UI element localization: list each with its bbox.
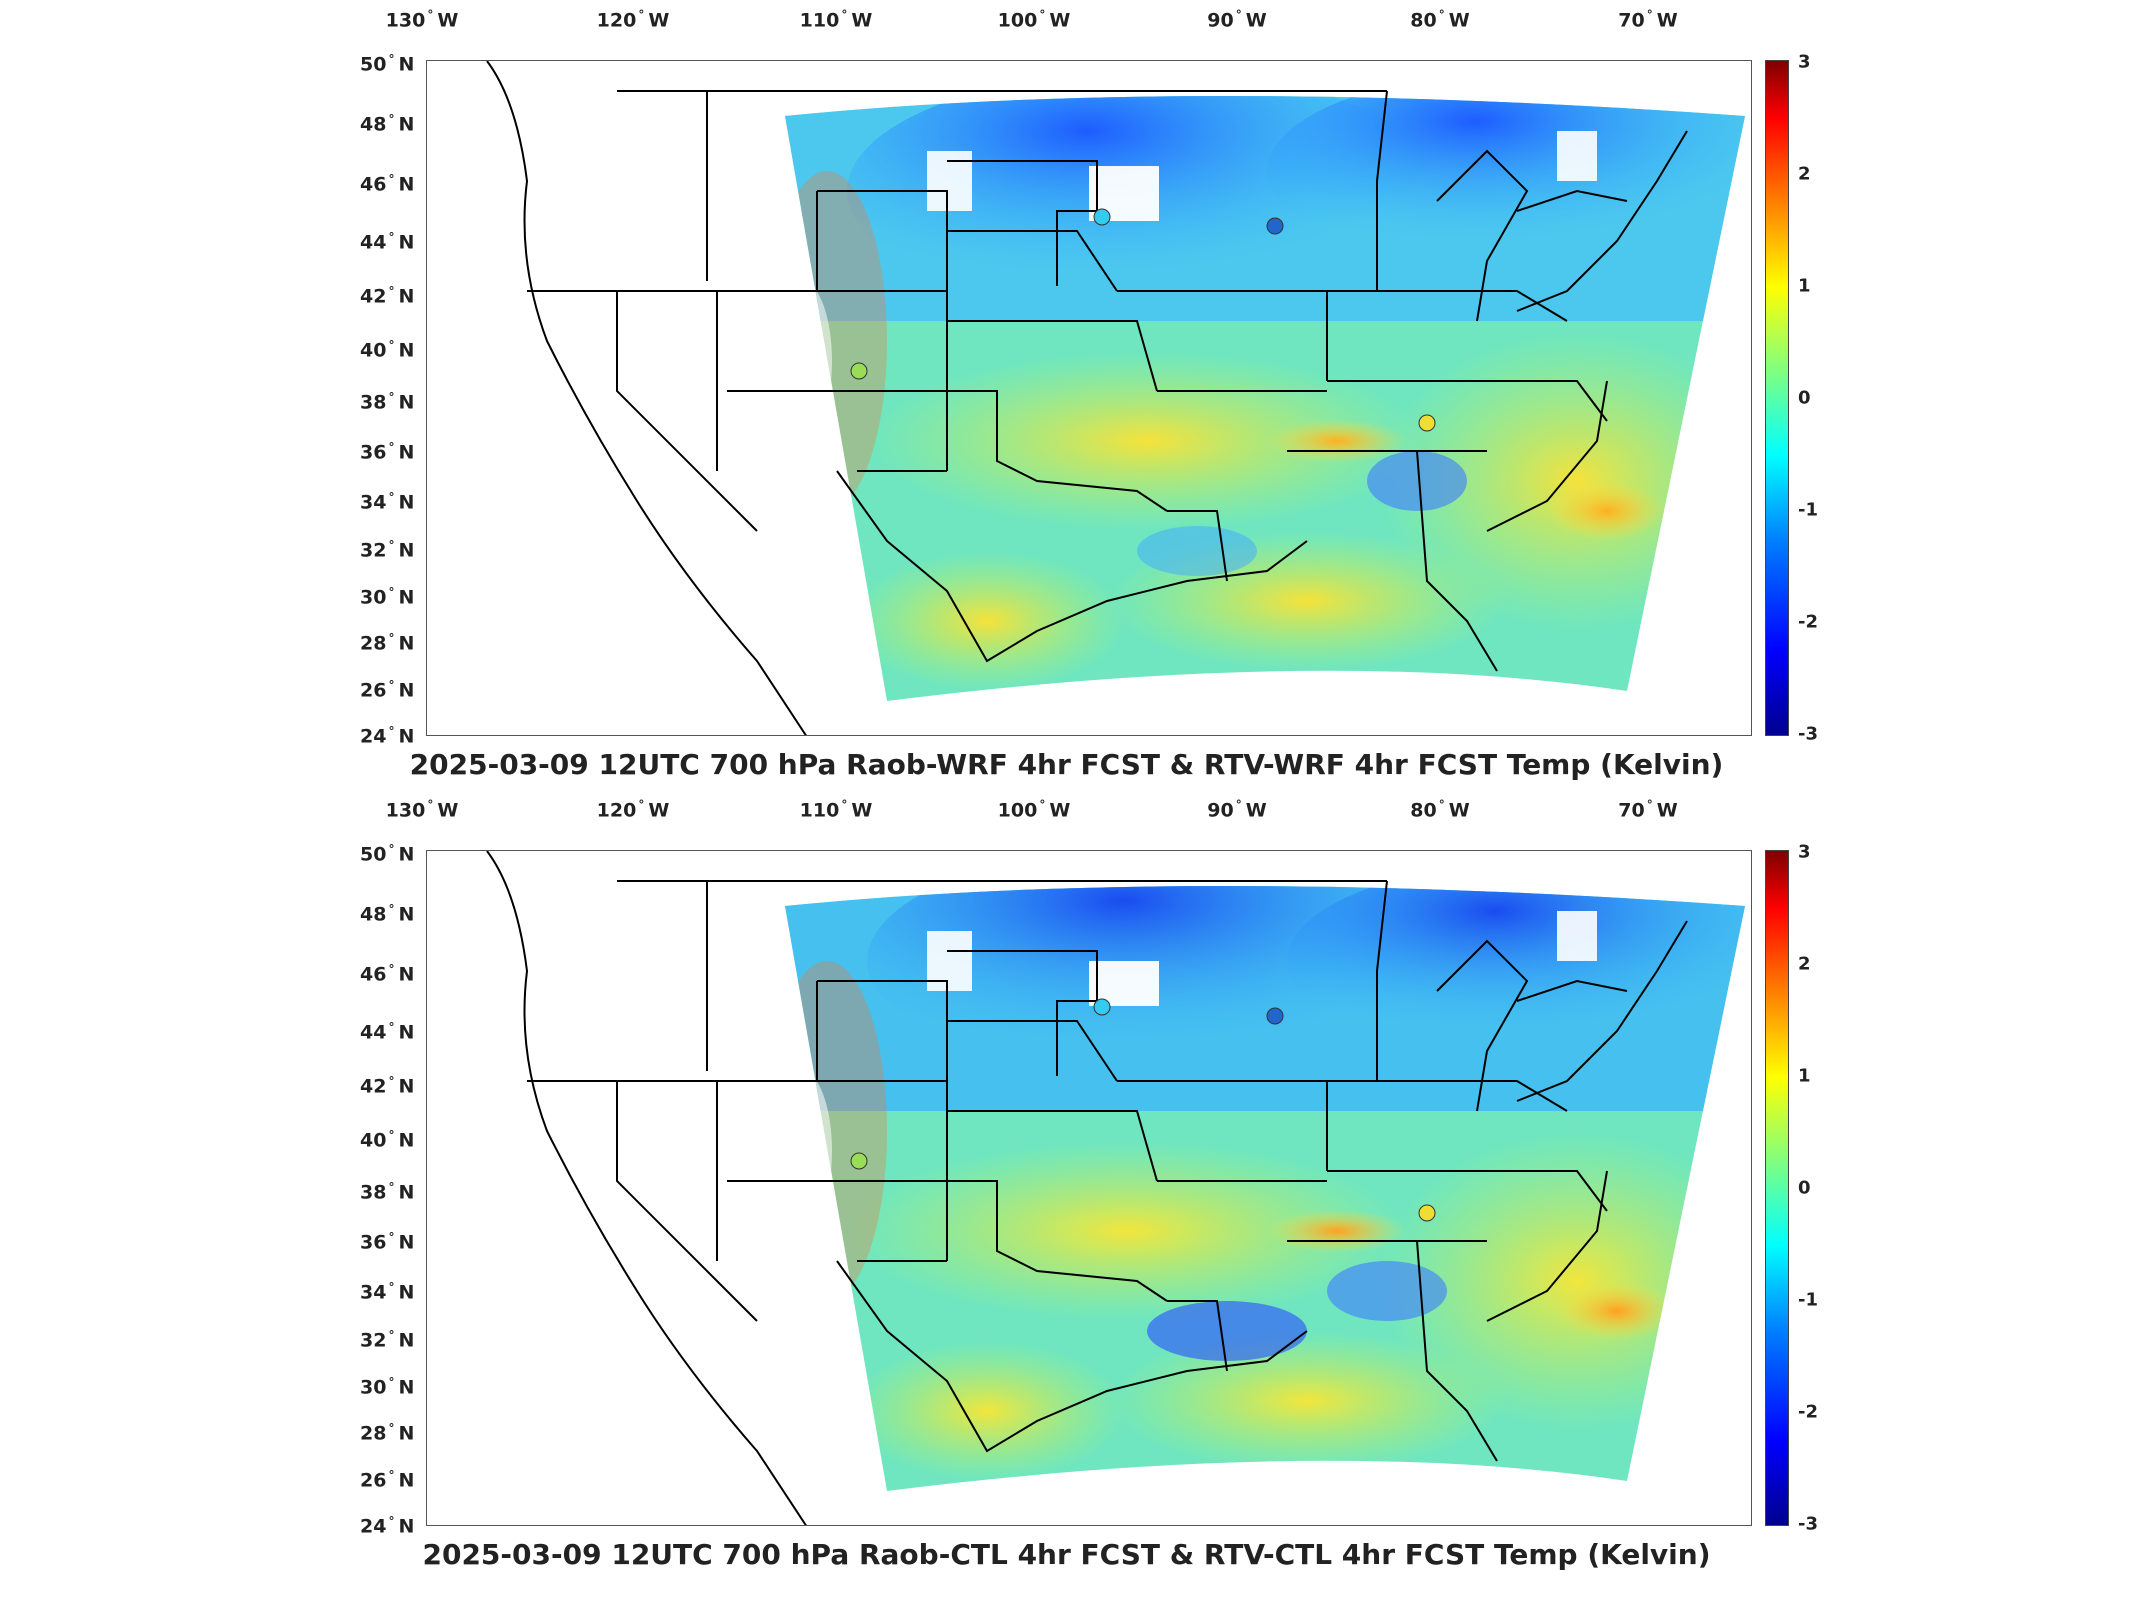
lat-tick: 40 ° N	[360, 338, 415, 362]
colorbar-tick: 3	[1798, 841, 1811, 863]
lat-tick: 36 ° N	[360, 1230, 415, 1254]
colorbar-tick: 1	[1798, 1065, 1811, 1087]
station-markers	[850, 208, 1436, 432]
colorbar-tick: 0	[1798, 1177, 1811, 1199]
map-area-bottom[interactable]	[426, 850, 1752, 1526]
colorbar-tick: 3	[1798, 51, 1811, 73]
colorbar-tick: -1	[1798, 499, 1818, 521]
colorbar-tick: 2	[1798, 163, 1811, 185]
lat-tick: 26 ° N	[360, 1468, 415, 1492]
lat-tick: 40 ° N	[360, 1128, 415, 1152]
colorbar-tick: -2	[1798, 1401, 1818, 1423]
station-marker	[1266, 217, 1284, 235]
map-canvas	[486, 61, 1745, 735]
lat-tick: 24 ° N	[360, 1514, 415, 1538]
lat-tick: 34 ° N	[360, 490, 415, 514]
map-title-top: 2025-03-09 12UTC 700 hPa Raob-WRF 4hr FC…	[409, 748, 1724, 781]
colorbar-tick: -3	[1798, 723, 1818, 745]
temperature-field	[785, 96, 1745, 701]
lat-tick: 38 ° N	[360, 1180, 415, 1204]
lat-tick: 44 ° N	[360, 230, 415, 254]
map-title-bottom: 2025-03-09 12UTC 700 hPa Raob-CTL 4hr FC…	[422, 1538, 1711, 1571]
lon-tick: 130 ° W	[385, 8, 459, 32]
temperature-field	[785, 886, 1745, 1491]
colorbar-tick: 1	[1798, 275, 1811, 297]
lat-tick: 32 ° N	[360, 538, 415, 562]
lat-tick: 48 ° N	[360, 902, 415, 926]
lat-tick: 28 ° N	[360, 631, 415, 655]
lat-tick: 46 ° N	[360, 962, 415, 986]
lat-tick: 32 ° N	[360, 1328, 415, 1352]
station-markers	[850, 998, 1436, 1222]
lat-tick: 34 ° N	[360, 1280, 415, 1304]
station-marker	[1418, 414, 1436, 432]
lat-tick: 48 ° N	[360, 112, 415, 136]
lat-tick: 44 ° N	[360, 1020, 415, 1044]
colorbar-tick: -1	[1798, 1289, 1818, 1311]
lat-tick: 26 ° N	[360, 678, 415, 702]
lon-tick: 90 ° W	[1207, 798, 1267, 822]
lat-tick: 50 ° N	[360, 842, 415, 866]
lon-tick: 110 ° W	[799, 8, 873, 32]
lon-tick: 90 ° W	[1207, 8, 1267, 32]
lat-tick: 30 ° N	[360, 585, 415, 609]
lat-tick: 42 ° N	[360, 284, 415, 308]
station-marker	[1418, 1204, 1436, 1222]
lat-tick: 36 ° N	[360, 440, 415, 464]
colorbar-tick: 0	[1798, 387, 1811, 409]
colorbar-tick: -3	[1798, 1513, 1818, 1535]
lon-tick: 130 ° W	[385, 798, 459, 822]
lon-tick: 80 ° W	[1410, 798, 1470, 822]
lon-tick: 70 ° W	[1618, 798, 1678, 822]
station-marker	[1093, 998, 1111, 1016]
lon-tick: 110 ° W	[799, 798, 873, 822]
colorbar-tick: -2	[1798, 611, 1818, 633]
station-marker	[1266, 1007, 1284, 1025]
lat-tick: 46 ° N	[360, 172, 415, 196]
colorbar-top	[1765, 60, 1789, 736]
lat-tick: 38 ° N	[360, 390, 415, 414]
map-canvas	[486, 851, 1745, 1525]
lon-tick: 100 ° W	[997, 8, 1071, 32]
lon-tick: 80 ° W	[1410, 8, 1470, 32]
lon-tick: 120 ° W	[596, 798, 670, 822]
state-boundaries	[486, 61, 1688, 735]
station-marker	[850, 362, 868, 380]
station-marker	[1093, 208, 1111, 226]
lat-tick: 28 ° N	[360, 1421, 415, 1445]
lat-tick: 50 ° N	[360, 52, 415, 76]
lon-tick: 70 ° W	[1618, 8, 1678, 32]
lat-tick: 24 ° N	[360, 724, 415, 748]
lat-tick: 30 ° N	[360, 1375, 415, 1399]
lat-tick: 42 ° N	[360, 1074, 415, 1098]
station-marker	[850, 1152, 868, 1170]
map-area-top[interactable]	[426, 60, 1752, 736]
lon-tick: 100 ° W	[997, 798, 1071, 822]
colorbar-tick: 2	[1798, 953, 1811, 975]
state-boundaries	[486, 851, 1688, 1525]
lon-tick: 120 ° W	[596, 8, 670, 32]
colorbar-bottom	[1765, 850, 1789, 1526]
